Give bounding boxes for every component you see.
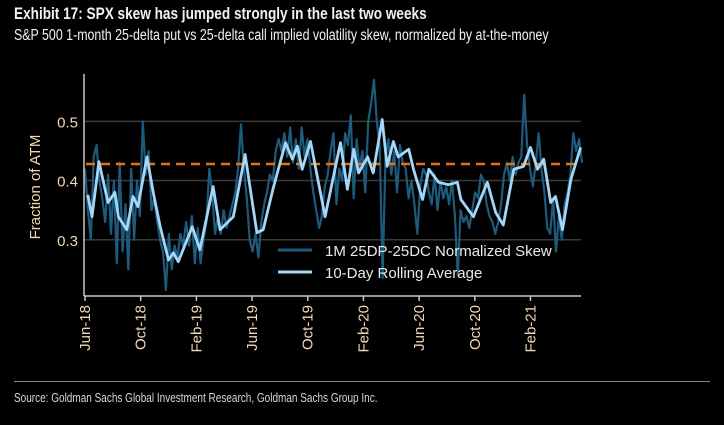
x-tick-label: Oct-19 — [300, 305, 317, 350]
x-tick-label: Oct-18 — [133, 305, 150, 350]
y-tick-label: 0.5 — [57, 114, 78, 131]
x-tick-label: Jun-19 — [244, 305, 261, 351]
legend-label-avg: 10-Day Rolling Average — [325, 265, 482, 282]
source-note: Source: Goldman Sachs Global Investment … — [14, 391, 378, 405]
x-tick-label: Feb-20 — [355, 305, 372, 353]
series-rolling-average-line — [86, 118, 582, 264]
x-tick-label: Feb-21 — [522, 305, 539, 353]
x-tick-label: Jun-20 — [411, 305, 428, 351]
footer-divider — [14, 381, 710, 382]
chart-subtitle: S&P 500 1-month 25-delta put vs 25-delta… — [14, 27, 549, 44]
legend-label-raw: 1M 25DP-25DC Normalized Skew — [325, 243, 552, 260]
y-tick-label: 0.3 — [57, 233, 78, 250]
x-tick-label: Oct-20 — [467, 305, 484, 350]
chart-title: Exhibit 17: SPX skew has jumped strongly… — [14, 4, 427, 23]
x-tick-label: Jun-18 — [77, 305, 94, 351]
y-tick-label: 0.4 — [57, 174, 78, 191]
x-tick-label: Feb-19 — [188, 305, 205, 353]
legend: 1M 25DP-25DC Normalized Skew 10-Day Roll… — [278, 243, 552, 282]
y-axis-label: Fraction of ATM — [27, 135, 44, 240]
